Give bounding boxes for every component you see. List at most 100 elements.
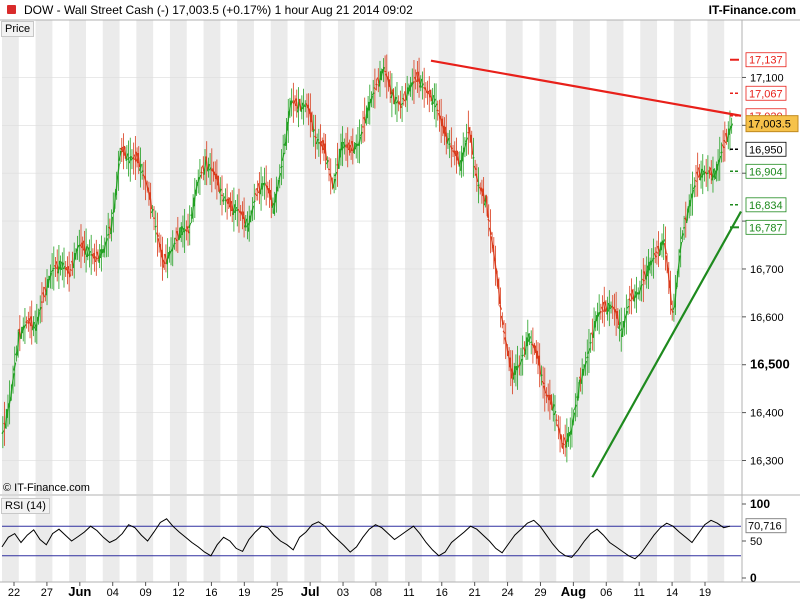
grid-stripe (405, 20, 422, 494)
watermark: © IT-Finance.com (3, 482, 90, 494)
resistance-trendline (430, 59, 742, 117)
date-label: 06 (600, 587, 612, 599)
grid-stripe (337, 496, 355, 582)
date-label: 09 (139, 587, 151, 599)
grid-stripe (304, 20, 322, 494)
rsi-current-box (745, 518, 787, 534)
price-tick-label: 16,300 (750, 455, 784, 467)
grid-stripe (337, 20, 355, 494)
level-box (745, 163, 787, 179)
date-label: 14 (666, 587, 678, 599)
date-label: 19 (238, 587, 250, 599)
rsi-series: 70,716 (1, 518, 787, 560)
grid-stripe (673, 496, 691, 582)
grid-stripe (237, 20, 254, 494)
grid-stripe (35, 20, 53, 494)
grid-stripe (371, 496, 389, 582)
grid-stripe (640, 496, 658, 582)
level-box (745, 85, 787, 101)
grid-stripe (270, 496, 288, 582)
grid-stripe (371, 20, 389, 494)
level-label: 16,904 (749, 166, 783, 178)
price-tick-label: 17,100 (750, 72, 784, 84)
date-label: 22 (8, 587, 20, 599)
level-box (745, 197, 787, 213)
grid-stripe (438, 20, 456, 494)
grid-stripe (573, 496, 590, 582)
grid-stripe (237, 496, 254, 582)
date-axis-labels: 22 27 Jun 04 09 12 16 19 25 Jul 03 08 11 16 21 24 29 Aug 0… (8, 582, 711, 599)
grid-stripe (2, 496, 19, 582)
price-axis-ticks: 16,300 16,400 16,500 16,600 16,700 17,100 (2, 72, 790, 467)
level-box (745, 141, 787, 157)
current-price-box (745, 115, 799, 133)
date-label: 25 (271, 587, 283, 599)
grid-stripe (539, 20, 557, 494)
grid-stripe (673, 20, 691, 494)
date-label: 12 (172, 587, 184, 599)
grid-stripe (472, 20, 490, 494)
date-label: Aug (561, 584, 586, 599)
level-label: 16,950 (749, 144, 783, 156)
support-trendline (591, 210, 742, 478)
date-label: 16 (436, 587, 448, 599)
date-label: 21 (469, 587, 481, 599)
rsi-panel-label[interactable]: RSI (14) (1, 498, 50, 514)
grid-stripe (169, 496, 187, 582)
grid-stripe (472, 496, 490, 582)
price-tick-label: 16,600 (750, 312, 784, 324)
rsi-tick-label: 100 (750, 497, 770, 511)
date-label: Jun (68, 584, 91, 599)
grid-stripe (169, 20, 187, 494)
level-label: 17,137 (749, 55, 783, 67)
grid-stripe (35, 496, 53, 582)
price-tick-label: 16,700 (750, 264, 784, 276)
date-label: 11 (633, 587, 644, 599)
rsi-line (1, 518, 731, 560)
rsi-axis-ticks: 0 50 100 (2, 497, 770, 585)
grid-stripe (505, 496, 523, 582)
grid-stripe (136, 20, 154, 494)
grid-stripe (539, 496, 557, 582)
price-level-markers: 17,13717,06717,02016,95016,90416,83416,7… (730, 52, 799, 235)
rsi-tick-label: 50 (750, 536, 762, 548)
date-label: 16 (205, 587, 217, 599)
price-tick-label: 16,500 (750, 357, 790, 372)
header-text: DOW - Wall Street Cash (-) 17,003.5 (+0.… (24, 3, 413, 17)
brand-label: IT-Finance.com (708, 3, 796, 17)
date-label: 03 (337, 587, 349, 599)
current-price-label: 17,003.5 (748, 119, 791, 131)
rsi-tick-label: 0 (750, 571, 757, 585)
grid-stripes (2, 20, 725, 582)
grid-stripe (438, 496, 456, 582)
level-label: 16,834 (749, 200, 783, 212)
grid-stripe (102, 20, 120, 494)
grid-stripe (304, 496, 322, 582)
price-panel-label[interactable]: Price (1, 21, 35, 37)
date-label: 27 (41, 587, 53, 599)
grid-stripe (606, 20, 624, 494)
date-label: Jul (301, 584, 320, 599)
grid-stripe (573, 20, 590, 494)
grid-stripe (270, 20, 288, 494)
date-label: 11 (403, 587, 414, 599)
date-label: 19 (699, 587, 711, 599)
symbol-color-icon (7, 5, 16, 14)
trendlines (430, 59, 742, 478)
price-tick-label: 16,400 (750, 408, 784, 420)
grid-stripe (203, 20, 221, 494)
rsi-current-label: 70,716 (748, 521, 782, 533)
date-label: 29 (534, 587, 546, 599)
grid-stripe (606, 496, 624, 582)
price-series (1, 54, 734, 463)
grid-stripe (505, 20, 523, 494)
grid-stripe (707, 496, 725, 582)
panel-frames (0, 19, 800, 583)
grid-stripe (102, 496, 120, 582)
grid-stripe (69, 496, 86, 582)
grid-stripe (203, 496, 221, 582)
date-label: 04 (107, 587, 119, 599)
level-label: 16,787 (749, 222, 783, 234)
level-label: 17,067 (749, 88, 783, 100)
